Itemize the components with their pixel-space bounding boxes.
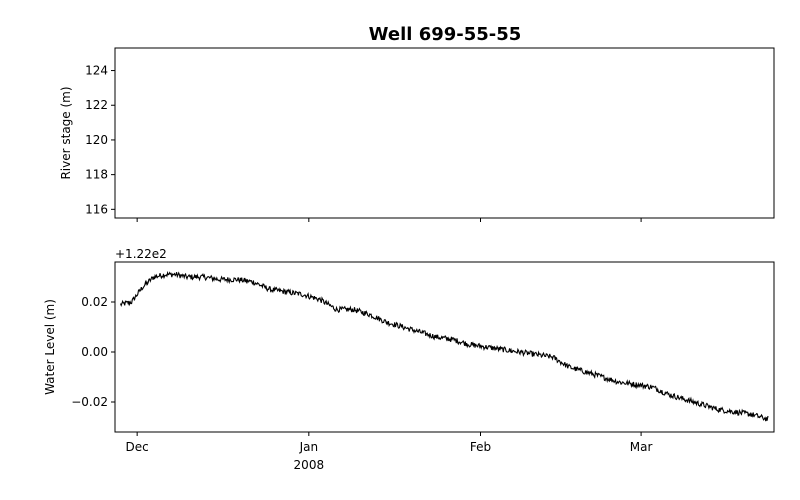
y-tick-label: 0.02: [81, 295, 108, 309]
x-tick-year-label: 2008: [294, 458, 325, 472]
plot-frame: [114, 47, 775, 219]
plot-frame: [114, 261, 775, 433]
x-tick-label: Dec: [126, 440, 149, 454]
y-axis-label: River stage (m): [59, 86, 73, 179]
x-tick-label: Feb: [470, 440, 491, 454]
water-level-panel: −0.02 0.00 0.02 Water Level (m) +1.22e2: [43, 247, 775, 436]
water-level-line: [119, 270, 769, 422]
y-offset-text: +1.22e2: [115, 247, 167, 261]
y-tick-label: 0.00: [81, 345, 108, 359]
river-stage-panel: 116 118 120 122 124 River stage (m): [59, 47, 775, 222]
y-tick-label: −0.02: [71, 395, 108, 409]
y-tick-label: 122: [85, 98, 108, 112]
x-axis: Dec Jan Feb Mar 2008: [126, 440, 653, 472]
y-tick-label: 120: [85, 133, 108, 147]
x-tick-label: Jan: [299, 440, 319, 454]
chart-title: Well 699-55-55: [369, 24, 522, 45]
x-tick-label: Mar: [630, 440, 653, 454]
y-axis-label: Water Level (m): [43, 299, 57, 395]
y-tick-label: 116: [85, 202, 108, 216]
y-tick-label: 124: [85, 64, 108, 78]
y-tick-label: 118: [85, 168, 108, 182]
